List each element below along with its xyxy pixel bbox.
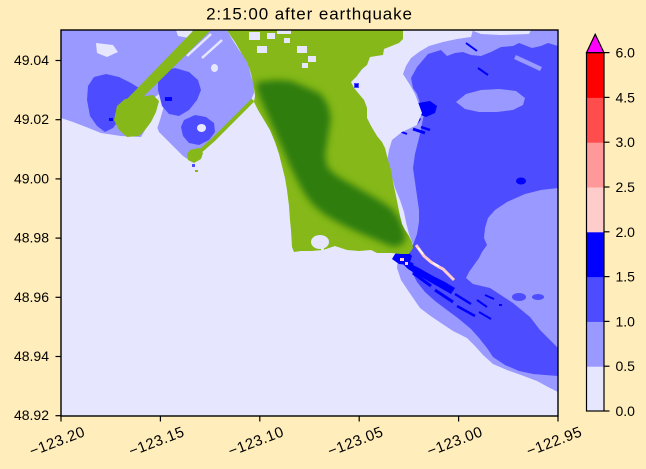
svg-text:48.98: 48.98: [14, 230, 49, 246]
svg-text:48.94: 48.94: [14, 348, 49, 364]
svg-text:2.5: 2.5: [616, 179, 636, 195]
svg-text:49.02: 49.02: [14, 111, 49, 127]
svg-text:49.00: 49.00: [14, 170, 49, 186]
svg-text:0.5: 0.5: [616, 358, 636, 374]
svg-text:0.0: 0.0: [616, 403, 636, 419]
svg-text:6.0: 6.0: [616, 45, 636, 61]
svg-text:1.0: 1.0: [616, 313, 636, 329]
svg-text:48.96: 48.96: [14, 289, 49, 305]
svg-text:1.5: 1.5: [616, 269, 636, 285]
svg-text:2.0: 2.0: [616, 224, 636, 240]
svg-text:48.92: 48.92: [14, 407, 49, 423]
svg-text:2:15:00 after earthquake: 2:15:00 after earthquake: [206, 5, 413, 24]
svg-text:49.04: 49.04: [14, 52, 49, 68]
svg-text:3.0: 3.0: [616, 134, 636, 150]
svg-text:4.5: 4.5: [616, 89, 636, 105]
